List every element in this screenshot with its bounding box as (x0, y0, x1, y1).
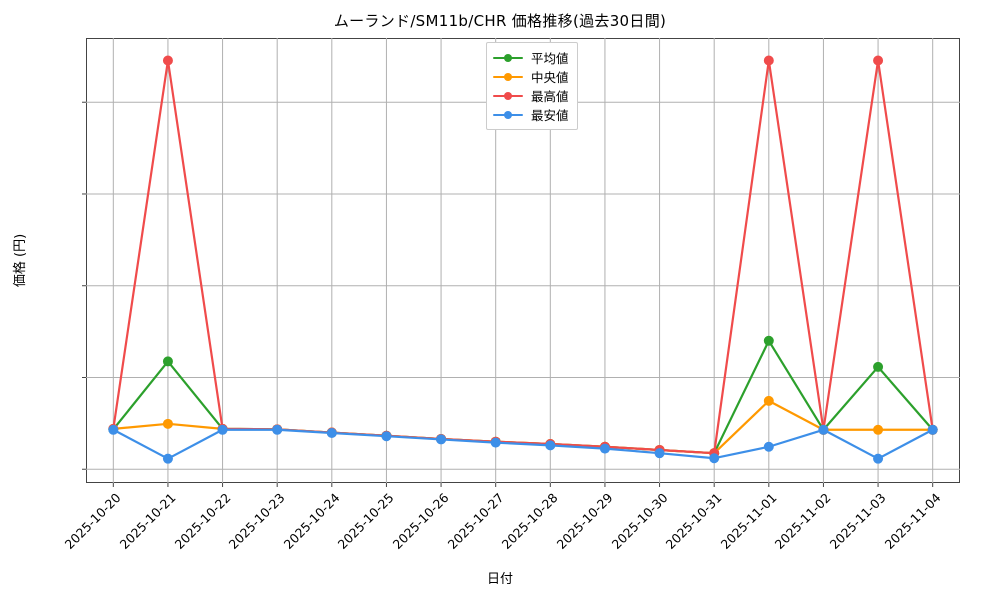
data-point-marker (763, 395, 774, 406)
legend-color-swatch (493, 90, 523, 102)
data-point-marker (873, 361, 884, 372)
legend-item-label: 中央値 (531, 70, 569, 85)
y-axis-label: 価格 (円) (4, 0, 34, 521)
legend-item-label: 平均値 (531, 51, 569, 66)
y-axis-label-text: 価格 (円) (13, 233, 29, 288)
data-point-marker (436, 434, 447, 445)
data-point-marker (381, 431, 392, 442)
series-layer (108, 55, 938, 464)
chart-title: ムーランド/SM11b/CHR 価格推移(過去30日間) (333, 12, 667, 30)
data-point-marker (763, 335, 774, 346)
plot-area (82, 38, 960, 487)
data-point-marker (709, 453, 720, 464)
legend-color-swatch (493, 109, 523, 121)
legend-item-label: 最安値 (531, 108, 569, 123)
legend-item-label: 最高値 (531, 89, 569, 104)
legend-item[interactable]: 中央値 (493, 67, 569, 86)
data-point-marker (763, 55, 774, 66)
legend-item[interactable]: 最安値 (493, 105, 569, 124)
plot-frame (86, 38, 960, 483)
data-point-marker (162, 418, 173, 429)
data-point-marker (927, 424, 938, 435)
axis-tick-marks (82, 101, 934, 487)
chart-legend: 平均値中央値最高値最安値 (486, 42, 578, 130)
data-point-marker (818, 424, 829, 435)
legend-item[interactable]: 最高値 (493, 86, 569, 105)
series-line (112, 428, 934, 460)
data-point-marker (217, 424, 228, 435)
data-point-marker (654, 448, 665, 459)
data-point-marker (763, 441, 774, 452)
data-point-marker (873, 453, 884, 464)
data-point-marker (162, 356, 173, 367)
legend-item[interactable]: 平均値 (493, 48, 569, 67)
legend-color-swatch (493, 71, 523, 83)
data-point-marker (873, 424, 884, 435)
data-point-marker (490, 437, 501, 448)
data-point-marker (326, 427, 337, 438)
data-point-marker (162, 453, 173, 464)
data-point-marker (272, 424, 283, 435)
data-point-marker (545, 440, 556, 451)
legend-color-swatch (493, 52, 523, 64)
data-point-marker (162, 55, 173, 66)
data-point-marker (108, 424, 119, 435)
data-point-marker (873, 55, 884, 66)
x-axis-label: 日付 (486, 572, 513, 587)
data-point-marker (599, 443, 610, 454)
